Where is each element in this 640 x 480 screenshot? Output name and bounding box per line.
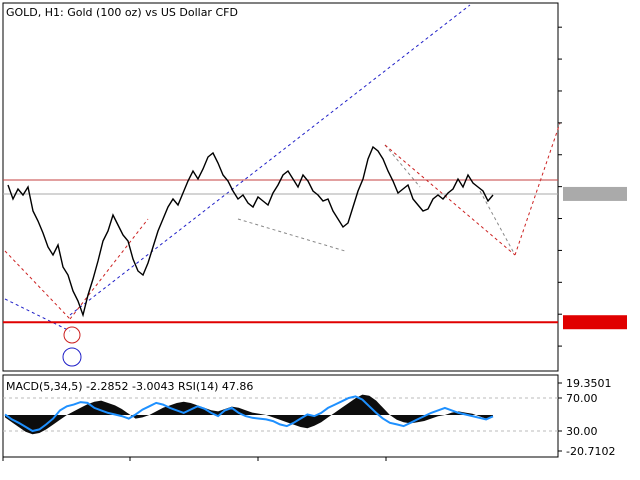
wave-circle [63, 326, 81, 344]
price-line [7, 145, 494, 318]
main-price-layer [3, 4, 561, 332]
indicator-tick-label: 19.3501 [566, 377, 612, 390]
channel-top-line [69, 4, 471, 316]
indicator-tick-label: 70.00 [566, 392, 598, 405]
support-price-badge [563, 315, 627, 330]
macd-histogram [5, 394, 493, 435]
wave-labels [62, 326, 82, 367]
wave-circle [62, 347, 82, 367]
projection-line [4, 250, 71, 320]
wave-connector-line [237, 218, 346, 252]
indicator-tick-label: -20.7102 [566, 445, 615, 458]
rsi-line [4, 395, 494, 433]
indicator-title: MACD(5,34,5) -2.2852 -3.0043 RSI(14) 47.… [6, 380, 253, 393]
projection-line [514, 122, 561, 256]
price-axis [558, 26, 627, 347]
indicator-panel-frame [2, 374, 559, 458]
current-price-badge [563, 186, 627, 201]
projection-line [384, 144, 516, 256]
indicator-axis: 19.3501 70.00 30.00 -20.7102 [558, 377, 615, 458]
channel-bottom-line [4, 298, 71, 332]
indicator-tick-label: 30.00 [566, 425, 598, 438]
time-axis [2, 457, 387, 461]
chart-title: GOLD, H1: Gold (100 oz) vs US Dollar CFD [6, 6, 238, 19]
indicator-layer [3, 394, 558, 435]
wave-connector-line [479, 190, 516, 256]
